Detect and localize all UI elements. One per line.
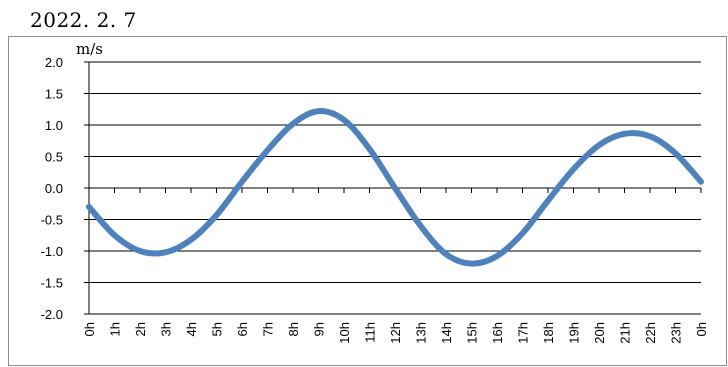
x-tick-label: 5h — [210, 322, 225, 336]
chart-date: 2022. 2. 7 — [30, 8, 137, 32]
x-tick-label: 0h — [694, 322, 709, 336]
chart-frame: 2.0 1.5 1.0 0.5 0.0 -0.5 -1.0 -1.5 -2.0 0h 1h 2h 3h… — [8, 36, 727, 366]
y-axis-unit-label: m/s — [76, 40, 103, 58]
x-tick-label: 22h — [643, 322, 658, 344]
x-tick-label: 2h — [133, 322, 148, 336]
x-tick-label: 9h — [312, 322, 327, 336]
x-tick-label: 8h — [286, 322, 301, 336]
x-tick-label: 10h — [337, 322, 352, 344]
y-tick-labels: 2.0 1.5 1.0 0.5 0.0 -0.5 -1.0 -1.5 -2.0 — [41, 55, 63, 322]
y-tick-label: -1.0 — [41, 244, 63, 259]
x-tick-label: 13h — [414, 322, 429, 344]
series-line — [86, 108, 704, 267]
y-tick-label: -2.0 — [41, 307, 63, 322]
x-tick-label: 0h — [82, 322, 97, 336]
x-tick-label: 23h — [669, 322, 684, 344]
x-tick-label: 17h — [516, 322, 531, 344]
x-tick-label: 15h — [465, 322, 480, 344]
x-tick-labels: 0h 1h 2h 3h 4h 5h 6h 7h 8h 9h 10h 11h 12h 13h 14h 15h 16… — [82, 322, 709, 344]
y-tick-label: 1.0 — [45, 118, 63, 133]
x-tick-label: 7h — [261, 322, 276, 336]
y-tick-label: 0.0 — [45, 181, 63, 196]
x-tick-label: 21h — [618, 322, 633, 344]
axes — [84, 61, 702, 315]
x-tick-label: 12h — [388, 322, 403, 344]
current-speed-chart: 2.0 1.5 1.0 0.5 0.0 -0.5 -1.0 -1.5 -2.0 0h 1h 2h 3h… — [41, 40, 709, 344]
x-tick-label: 18h — [541, 322, 556, 344]
y-tick-label: -0.5 — [41, 213, 63, 228]
x-tick-label: 1h — [108, 322, 123, 336]
y-tick-label: 2.0 — [45, 55, 63, 70]
x-tick-label: 20h — [592, 322, 607, 344]
y-tick-label: 1.5 — [45, 87, 63, 102]
x-tick-label: 14h — [439, 322, 454, 344]
x-tick-label: 11h — [363, 322, 378, 343]
x-tick-label: 19h — [567, 322, 582, 344]
x-tick-label: 3h — [159, 322, 174, 336]
y-tick-label: 0.5 — [45, 150, 63, 165]
x-tick-label: 4h — [184, 322, 199, 336]
x-tick-label: 16h — [490, 322, 505, 344]
y-tick-label: -1.5 — [41, 276, 63, 291]
series-layer — [86, 108, 704, 267]
x-tick-label: 6h — [235, 322, 250, 336]
